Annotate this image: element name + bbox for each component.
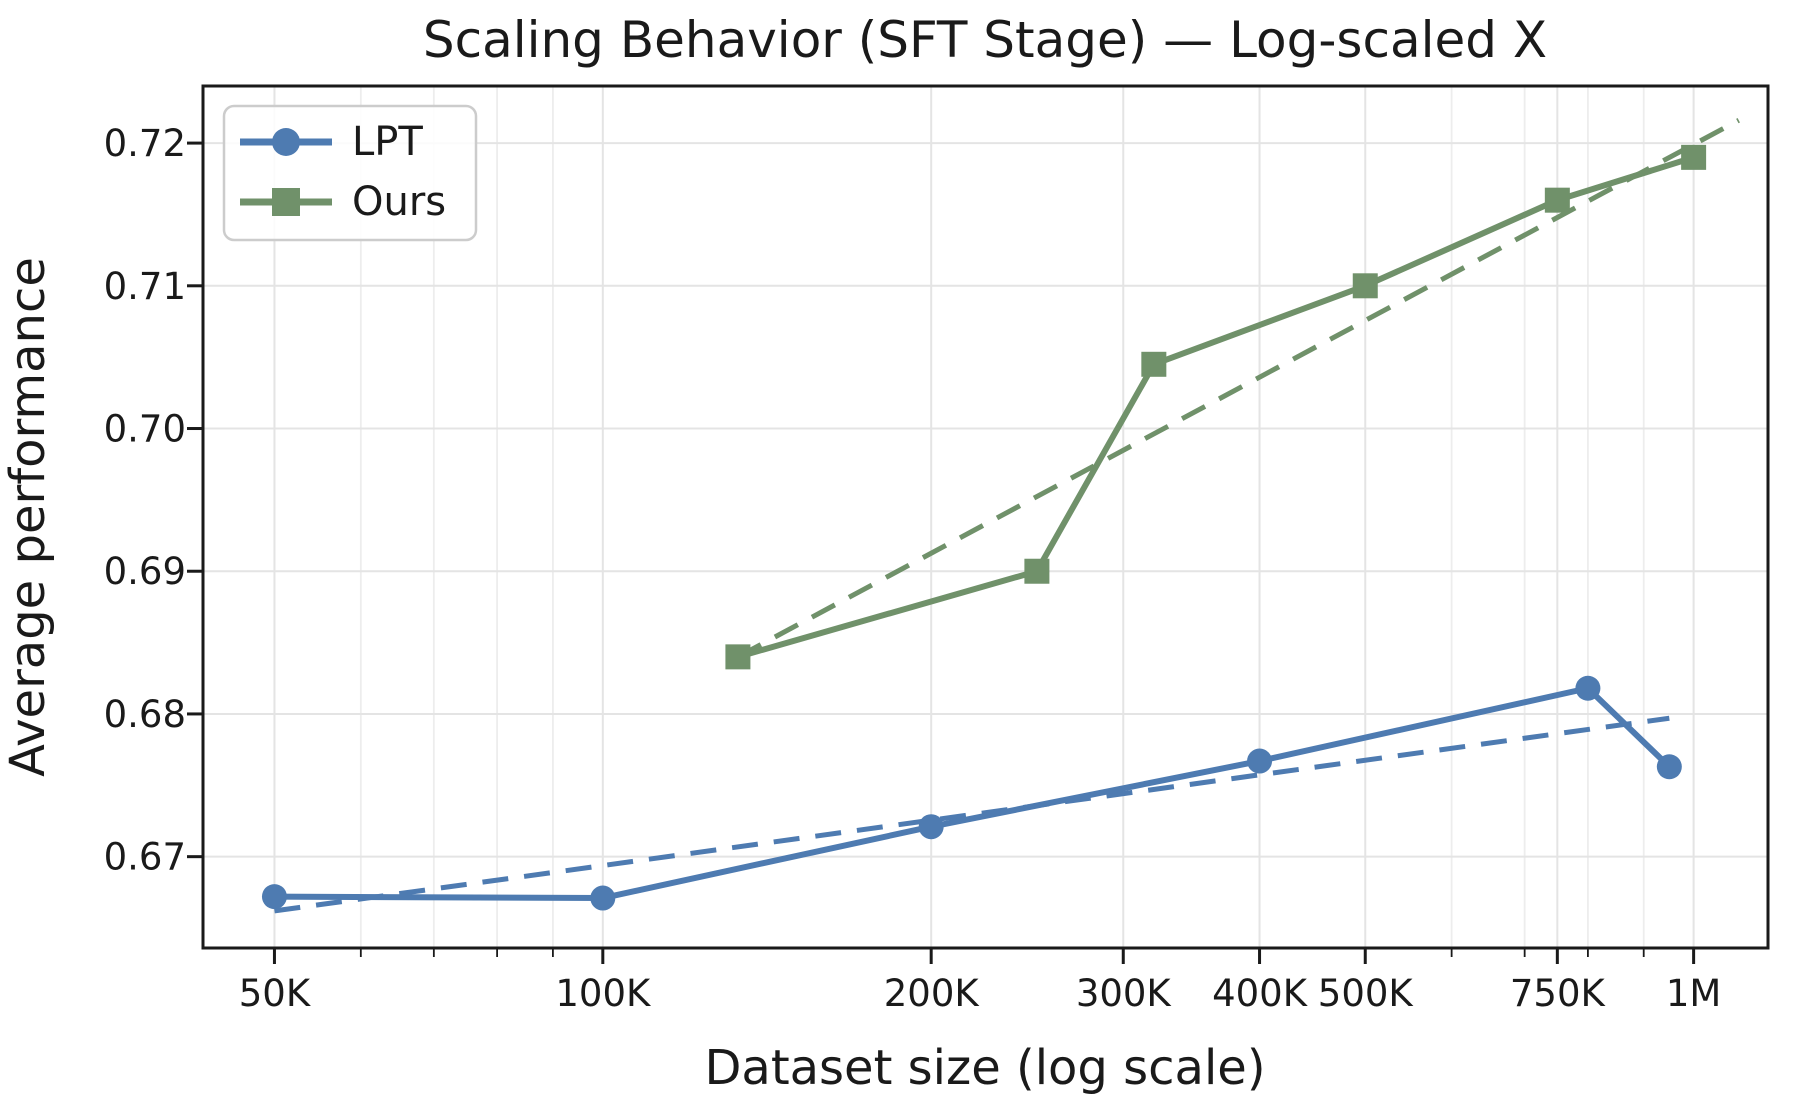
axis-ticks (187, 141, 1696, 964)
legend-label-ours: Ours (352, 179, 446, 225)
data-point-circle (1656, 754, 1682, 780)
data-point-square (1024, 558, 1050, 584)
y-tick-label: 0.70 (104, 408, 186, 451)
trendlines (274, 118, 1740, 914)
data-series (261, 144, 1707, 911)
trendline-lpt (274, 715, 1670, 914)
data-point-circle (1247, 748, 1273, 774)
legend-label-lpt: LPT (352, 119, 423, 165)
legend-marker-circle (272, 128, 300, 156)
x-tick-label: 750K (1510, 972, 1607, 1015)
x-tick-label: 100K (555, 972, 652, 1015)
x-tick-label: 1M (1666, 972, 1721, 1015)
plot-frame (201, 84, 1770, 950)
y-tick-label: 0.68 (104, 693, 186, 736)
data-point-square (1141, 351, 1167, 377)
y-tick-label: 0.71 (104, 265, 186, 308)
data-point-circle (918, 814, 944, 840)
legend-item-ours: Ours (240, 179, 446, 225)
data-point-square (1544, 187, 1570, 213)
data-point-square (725, 644, 751, 670)
x-tick-label: 300K (1076, 972, 1173, 1015)
legend-marker-square (272, 188, 300, 216)
chart-title: Scaling Behavior (SFT Stage) — Log-scale… (423, 11, 1547, 69)
tick-labels: 50K 100K 200K 300K 400K 500K 750K 1M 0.67 0.68 0.6… (104, 122, 1722, 1015)
data-point-square (1681, 144, 1707, 170)
series-ours (725, 144, 1707, 670)
series-lpt (261, 675, 1682, 911)
data-point-square (1352, 273, 1378, 299)
x-axis-label: Dataset size (log scale) (704, 1040, 1265, 1096)
legend-item-lpt: LPT (240, 119, 423, 165)
legend: LPT Ours (222, 104, 478, 242)
x-tick-label: 400K (1212, 972, 1309, 1015)
data-point-circle (1575, 675, 1601, 701)
y-tick-label: 0.72 (104, 122, 186, 165)
x-tick-label: 50K (239, 972, 312, 1015)
series-line (737, 154, 1695, 660)
data-point-circle (590, 885, 616, 911)
x-tick-label: 200K (884, 972, 981, 1015)
gridlines (203, 86, 1768, 948)
y-tick-label: 0.67 (104, 836, 186, 879)
series-line (274, 685, 1672, 902)
y-tick-label: 0.69 (104, 550, 186, 593)
data-point-circle (261, 884, 287, 910)
trendline-ours (736, 118, 1740, 660)
y-axis-label: Average performance (0, 257, 56, 777)
x-tick-label: 500K (1318, 972, 1415, 1015)
